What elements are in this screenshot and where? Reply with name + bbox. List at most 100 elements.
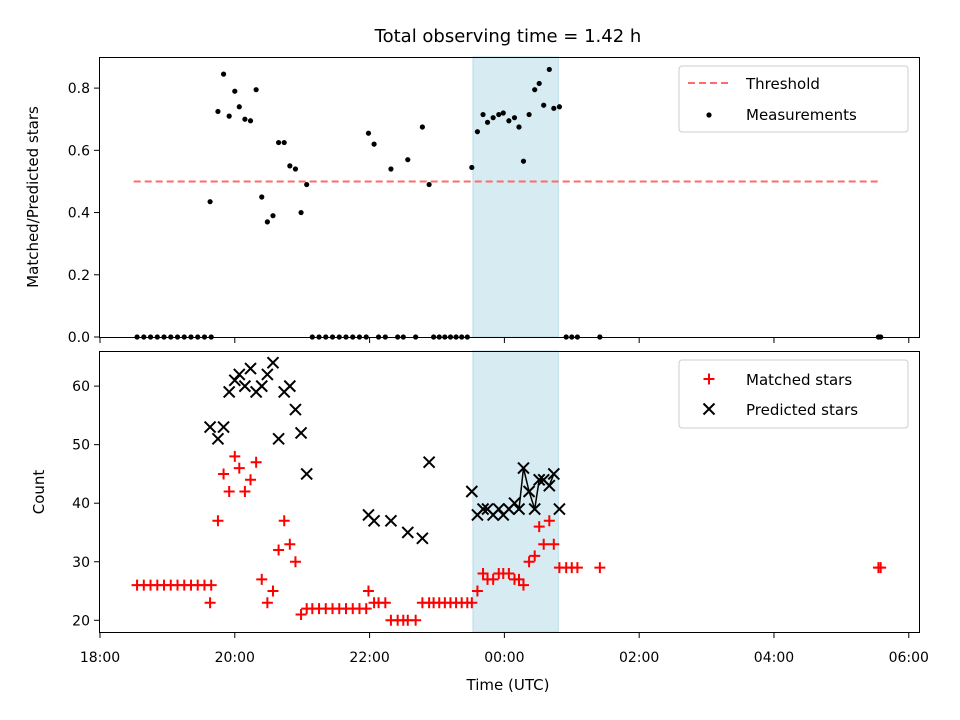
panel-bottom-frame [99,351,920,633]
panel-bottom-ytick-label: 50 [72,438,90,454]
panel-bottom-ylabel: Count [30,470,48,515]
measurement-point [500,110,506,116]
matched-star-point [529,550,541,562]
measurement-point [232,88,238,94]
matched-star-point [289,556,301,568]
panel-top-ticks: 0.0 0.2 0.4 0.6 0.8 [68,81,910,346]
predicted-star-point [222,385,236,399]
measurement-point [215,108,221,115]
measurement-point [484,119,491,125]
panel-bottom-ytick-label: 30 [72,555,90,571]
matched-star-point [471,585,483,597]
predicted-star-point [367,514,381,527]
predicted-star-point [272,432,285,446]
panel-top-ytick-label: 0.6 [68,143,90,159]
measurement-point [556,104,563,110]
legend-measurements-label: Measurements [746,106,857,124]
predicted-star-point [238,379,252,393]
measurement-point [469,164,475,171]
measurement-point [270,213,276,219]
predicted-star-point [547,467,561,481]
matched-star-point [205,579,217,591]
matched-star-point [233,462,245,474]
matched-star-point [362,585,374,597]
measurement-point [541,102,547,108]
matched-star-point [284,538,296,550]
x-tick-label: 00:00 [484,650,524,666]
matched-star-point [250,456,262,468]
x-tick-label: 04:00 [754,650,794,666]
measurement-point [426,181,432,188]
predicted-star-point [255,379,268,393]
predicted-star-point [532,473,546,486]
matched-star-point [204,597,216,609]
matched-star-point [477,567,489,579]
matched-star-point [379,597,391,609]
matched-star-point [533,521,545,533]
predicted-star-point [465,485,479,498]
measurement-point [281,139,287,146]
legend-predicted-label: Predicted stars [746,401,858,419]
predicted-star-point [517,461,530,475]
matched-star-point [278,515,290,527]
panel-bottom-ytick-label: 20 [72,613,90,629]
measurement-point [388,166,394,172]
matched-star-point [273,544,285,556]
matched-star-point [295,608,307,620]
predicted-star-point [300,467,313,481]
panel-bottom: 20 30 40 50 60 18:00 20:00 22:00 00:00 02:00 04:00… [30,350,929,694]
measurement-point [276,139,282,146]
panel-bottom-points [131,356,887,626]
matched-star-point [517,579,529,591]
measurement-point [419,124,425,130]
panel-top-legend: Threshold Measurements [678,65,909,133]
predicted-star-point [528,502,541,516]
predicted-star-point [289,403,302,416]
measurement-point [474,129,481,135]
legend-matched-swatch [703,373,715,385]
predicted-star-point [294,426,308,440]
matched-star-point [513,573,525,585]
predicted-star-point [522,485,536,498]
matched-star-point [239,486,251,497]
matched-star-point [571,562,583,574]
measurement-point [253,87,259,93]
matched-star-point [503,567,515,579]
measurement-point [365,130,372,136]
matched-star-point [229,450,241,462]
predicted-star-point [266,356,280,369]
panel-bottom-ytick-label: 60 [72,379,90,395]
predicted-star-point [422,456,436,469]
matched-star-point [594,562,606,574]
panel-top-frame [99,57,920,338]
matched-star-point [261,597,273,609]
panel-top-ytick-label: 0.0 [68,330,90,346]
measurement-point [551,105,557,111]
panel-top-ytick-label: 0.4 [68,206,90,222]
matched-star-point [487,573,499,585]
chart-title: Total observing time = 1.42 h [374,26,642,47]
measurement-point [490,115,496,121]
panel-top-legend-box [678,65,909,133]
matched-star-point [466,597,478,609]
measurement-point [304,181,310,188]
panel-bottom-span [472,350,559,633]
matched-star-point [523,556,535,568]
measurement-point [371,141,377,147]
measurement-point [247,118,254,124]
legend-measurements-swatch [706,112,712,118]
measurement-point [226,113,232,119]
panel-top-span [472,56,559,338]
predicted-star-point [233,368,246,381]
measurement-point [532,87,538,93]
legend-predicted-swatch [702,402,716,416]
measurement-point [526,111,532,118]
matched-star-point [223,486,235,497]
x-tick-label: 22:00 [349,650,389,666]
matched-star-point [256,573,268,585]
measurement-point [511,115,518,121]
panel-top: 0.00.20.40.60.8 Matched/Predicted stars … [24,56,920,346]
panel-bottom-ytick-label: 40 [72,496,90,512]
panel-bottom-ticks: 20 30 40 50 60 18:00 20:00 22:00 00:00 02:00 04:00… [72,379,929,666]
measurement-point [520,158,527,164]
